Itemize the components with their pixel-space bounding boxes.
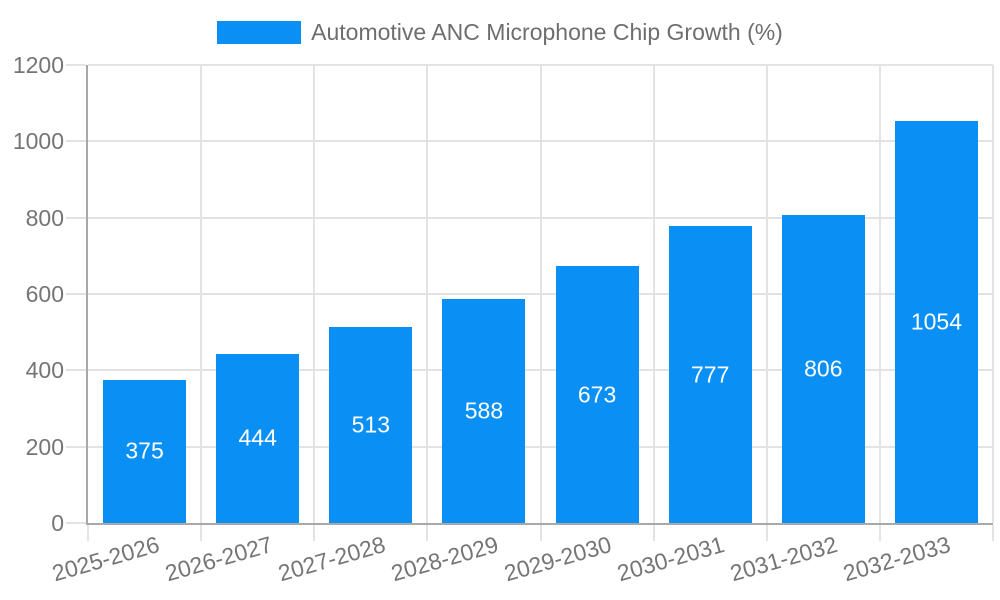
bar-value-label: 588 [464, 397, 504, 424]
y-axis-tick-label: 600 [25, 281, 64, 307]
x-gridline [313, 65, 316, 523]
bar[interactable]: 513 [329, 327, 413, 523]
x-tick [426, 525, 429, 541]
x-axis-tick-label: 2029-2030 [501, 531, 615, 587]
y-axis-tick-label: 800 [25, 204, 64, 231]
bar-value-label: 673 [577, 381, 617, 408]
y-tick [66, 369, 86, 372]
legend-label: Automotive ANC Microphone Chip Growth (%… [311, 19, 783, 45]
x-axis-tick-label: 2027-2028 [275, 531, 388, 587]
x-tick [992, 525, 994, 541]
x-gridline [652, 65, 655, 523]
y-tick [66, 293, 86, 295]
y-tick [66, 64, 86, 66]
x-axis-tick-label: 2032-2033 [840, 531, 954, 587]
y-tick [66, 522, 86, 524]
x-gridline [200, 65, 203, 523]
y-axis-tick-label: 1000 [12, 128, 64, 155]
y-axis-tick-label: 0 [51, 510, 64, 536]
x-axis-tick-label: 2026-2027 [161, 531, 275, 587]
bar[interactable]: 806 [781, 215, 865, 523]
bar[interactable]: 673 [555, 266, 639, 523]
x-axis-tick-label: 2025-2026 [48, 531, 162, 587]
bar[interactable]: 444 [216, 353, 300, 523]
x-gridline [765, 65, 768, 523]
x-gridline [426, 65, 429, 523]
x-tick [652, 525, 655, 541]
bar-value-label: 777 [690, 361, 730, 388]
x-tick [539, 525, 542, 541]
y-axis-tick-label: 1200 [12, 52, 64, 78]
x-gridline [992, 65, 994, 523]
plot-area: 375 444 513 588 673 777 806 1054 [66, 64, 994, 541]
bar[interactable]: 777 [668, 226, 752, 523]
x-axis-tick-label: 2031-2032 [727, 531, 841, 587]
bar-value-label: 513 [351, 411, 390, 438]
x-axis-tick-label: 2030-2031 [614, 531, 728, 587]
bar[interactable]: 588 [442, 298, 526, 523]
bar-value-label: 444 [238, 424, 277, 451]
x-tick [765, 525, 768, 541]
bar-value-label: 806 [804, 355, 843, 382]
y-tick [66, 216, 86, 219]
bar-value-label: 1054 [910, 308, 962, 335]
y-axis-tick-label: 400 [25, 357, 64, 384]
x-tick [200, 525, 203, 541]
x-gridline [539, 65, 542, 523]
y-tick [66, 140, 86, 143]
bar[interactable]: 1054 [894, 120, 978, 523]
chart-legend[interactable]: Automotive ANC Microphone Chip Growth (%… [0, 19, 1000, 46]
x-tick [878, 525, 881, 541]
x-tick [313, 525, 316, 541]
x-axis-tick-label: 2028-2029 [388, 531, 502, 587]
bar[interactable]: 375 [103, 379, 187, 523]
x-tick [87, 525, 89, 541]
y-axis-tick-label: 200 [25, 433, 64, 460]
x-gridline [878, 65, 881, 523]
legend-swatch [217, 21, 302, 44]
bar-value-label: 375 [125, 437, 164, 464]
y-tick [66, 445, 86, 448]
